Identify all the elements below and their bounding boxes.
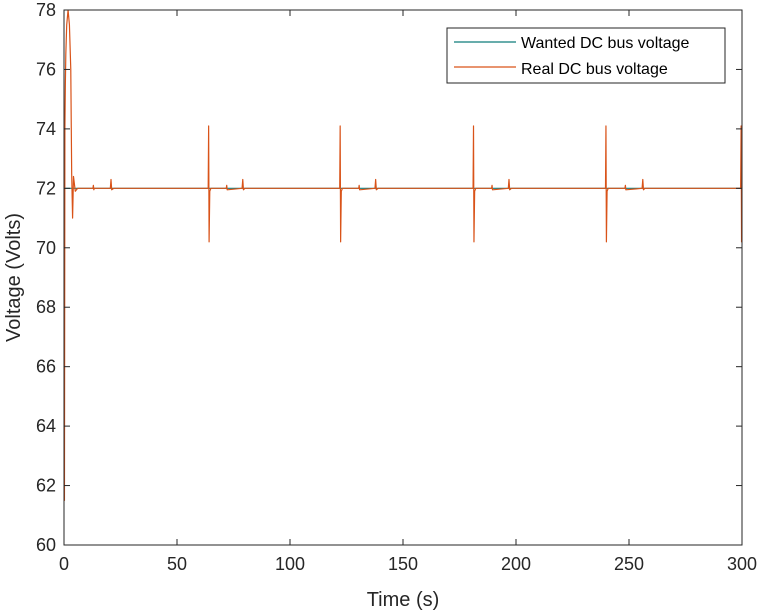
y-tick-label: 68 [36, 297, 56, 317]
x-tick-label: 100 [275, 554, 305, 574]
legend-box [446, 27, 726, 84]
plot-area [64, 10, 742, 545]
series-layer [64, 10, 742, 502]
y-tick-label: 64 [36, 416, 56, 436]
x-tick-label: 50 [167, 554, 187, 574]
x-tick-label: 150 [388, 554, 418, 574]
y-tick-label: 70 [36, 238, 56, 258]
y-tick-label: 62 [36, 476, 56, 496]
legend-label-wanted: Wanted DC bus voltage [521, 35, 689, 52]
y-tick-label: 76 [36, 59, 56, 79]
y-tick-label: 72 [36, 178, 56, 198]
x-tick-label: 300 [727, 554, 757, 574]
ticks-layer: 0 50 100 150 200 250 300 60 62 64 66 68 70 72 74 76 78 [36, 0, 757, 574]
legend-label-real: Real DC bus voltage [521, 61, 668, 78]
y-tick-label: 78 [36, 0, 56, 20]
y-axis-label: Voltage (Volts) [3, 213, 25, 342]
x-axis-label: Time (s) [367, 589, 440, 611]
y-tick-label: 60 [36, 535, 56, 555]
x-tick-label: 0 [59, 554, 69, 574]
y-tick-label: 74 [36, 119, 56, 139]
x-tick-label: 200 [501, 554, 531, 574]
y-tick-label: 66 [36, 357, 56, 377]
series-line-real [64, 10, 742, 502]
x-tick-label: 250 [614, 554, 644, 574]
legend: Wanted DC bus voltage Real DC bus voltag… [446, 27, 726, 84]
